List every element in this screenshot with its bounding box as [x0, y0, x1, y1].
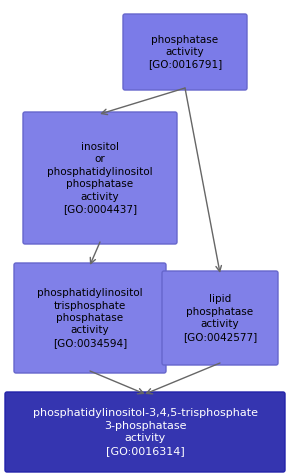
FancyBboxPatch shape: [23, 112, 177, 244]
Text: phosphatidylinositol
trisphosphate
phosphatase
activity
[GO:0034594]: phosphatidylinositol trisphosphate phosp…: [37, 288, 143, 348]
Text: phosphatidylinositol-3,4,5-trisphosphate
3-phosphatase
activity
[GO:0016314]: phosphatidylinositol-3,4,5-trisphosphate…: [32, 408, 258, 456]
FancyBboxPatch shape: [5, 392, 285, 472]
Text: lipid
phosphatase
activity
[GO:0042577]: lipid phosphatase activity [GO:0042577]: [183, 294, 257, 342]
FancyBboxPatch shape: [162, 271, 278, 365]
Text: phosphatase
activity
[GO:0016791]: phosphatase activity [GO:0016791]: [148, 35, 222, 69]
Text: inositol
or
phosphatidylinositol
phosphatase
activity
[GO:0004437]: inositol or phosphatidylinositol phospha…: [47, 142, 153, 214]
FancyBboxPatch shape: [14, 263, 166, 373]
FancyBboxPatch shape: [123, 14, 247, 90]
